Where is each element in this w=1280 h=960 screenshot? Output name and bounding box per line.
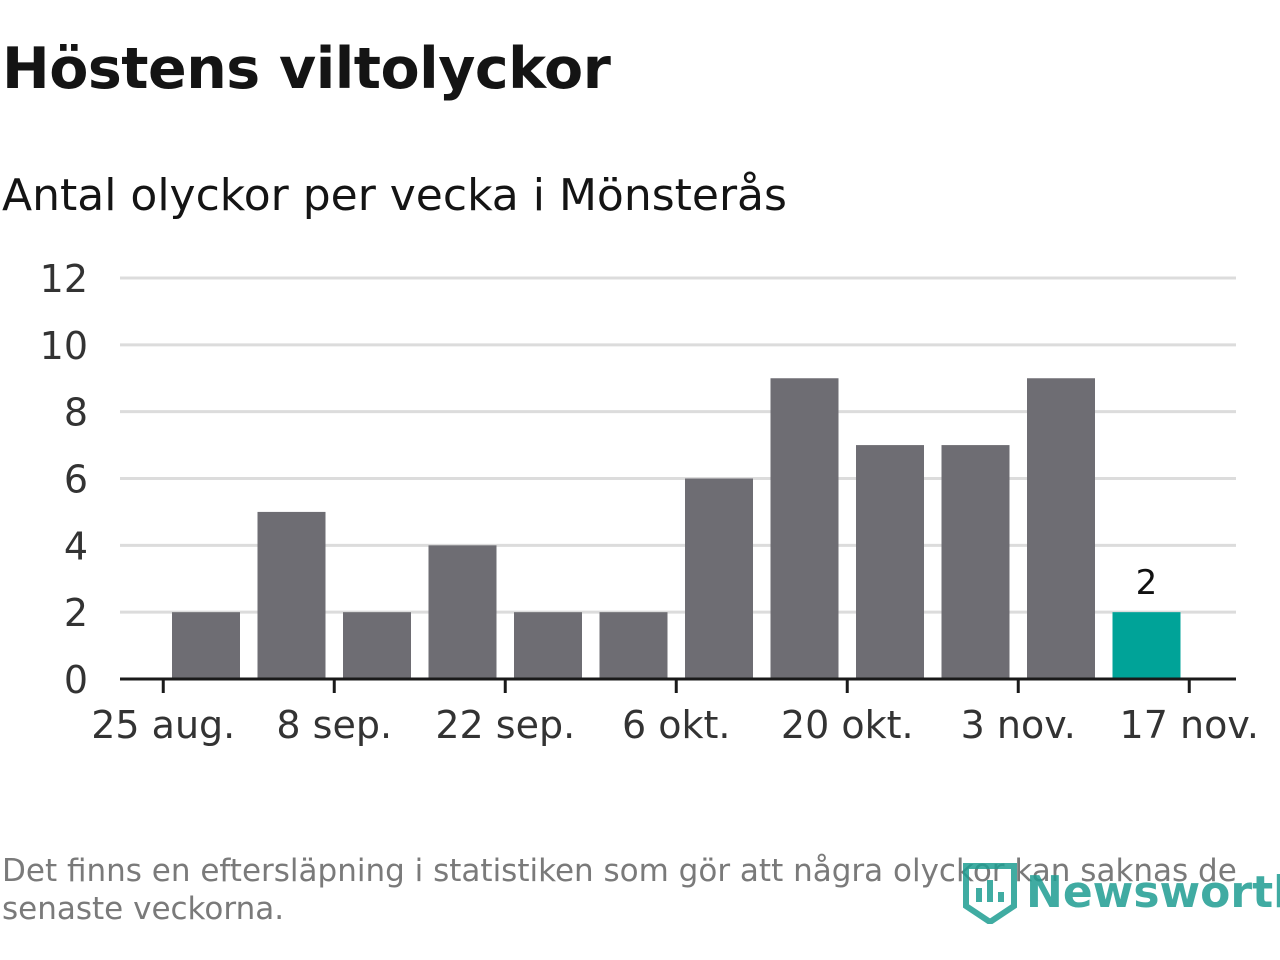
bar	[343, 612, 411, 679]
x-tick-label: 6 okt.	[622, 703, 731, 747]
y-tick-label: 12	[40, 257, 88, 301]
data-label: 2	[1136, 563, 1158, 603]
y-tick-label: 0	[64, 658, 88, 702]
bar	[428, 545, 497, 679]
bar-chart: 0 2 4 6 8 10 12 2 25 aug. 8 sep. 22 sep. 6 okt. 20 o…	[40, 257, 1259, 747]
chart-title: Höstens viltolyckor	[2, 36, 611, 102]
y-tick-label: 8	[64, 391, 88, 435]
newsworthy-logo-icon	[963, 863, 1017, 924]
bar	[685, 478, 753, 679]
y-tick-label: 2	[64, 591, 88, 635]
x-tick-label: 3 nov.	[961, 703, 1076, 747]
bar	[1112, 612, 1181, 679]
x-tick-label: 8 sep.	[276, 703, 392, 747]
x-tick-label: 22 sep.	[435, 703, 575, 747]
x-tick-label: 25 aug.	[91, 703, 235, 747]
bar	[172, 612, 240, 679]
bar	[941, 445, 1010, 679]
chart-subtitle: Antal olyckor per vecka i Mönsterås	[2, 170, 787, 221]
y-tick-label: 6	[64, 458, 88, 502]
y-tick-label: 10	[40, 324, 88, 368]
x-tick-label: 20 okt.	[781, 703, 914, 747]
bar	[1027, 378, 1095, 679]
x-tick-label: 17 nov.	[1120, 703, 1259, 747]
bar	[599, 612, 668, 679]
bar	[856, 445, 924, 679]
bar	[257, 511, 326, 679]
bar	[770, 378, 839, 679]
newsworthy-logo: Newsworthy	[962, 860, 1280, 924]
bar	[514, 612, 582, 679]
y-tick-label: 4	[64, 524, 88, 568]
newsworthy-logo-text: Newsworthy	[1026, 866, 1280, 918]
footnote: Det finns en eftersläpning i statistiken…	[2, 853, 1237, 927]
